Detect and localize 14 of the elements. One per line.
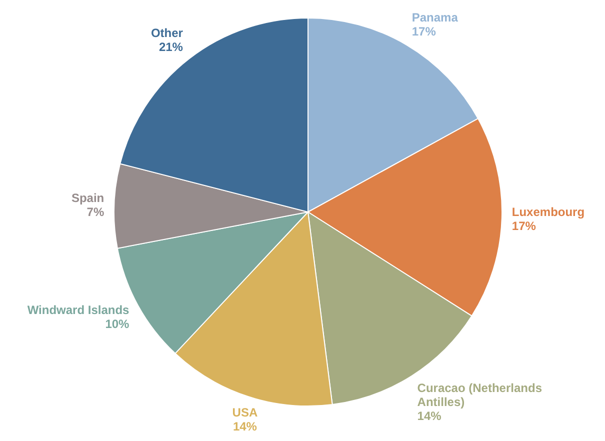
data-label: 17%	[512, 218, 536, 233]
slice-label: Spain	[71, 191, 104, 206]
slice-label: Windward Islands	[27, 303, 130, 318]
slice-label: Panama	[412, 10, 458, 24]
data-label: 7%	[86, 205, 104, 220]
slice-label: Luxembourg	[512, 204, 585, 219]
slice-label: USA	[232, 405, 258, 420]
slice-label: Other	[150, 26, 184, 40]
data-label: 10%	[105, 317, 130, 332]
data-label: 21%	[158, 40, 184, 54]
data-label: 14%	[417, 408, 442, 423]
slice-label: Curacao (Netherlands Antilles)	[417, 380, 542, 409]
data-label: 14%	[232, 419, 258, 434]
data-label: 17%	[412, 24, 436, 38]
